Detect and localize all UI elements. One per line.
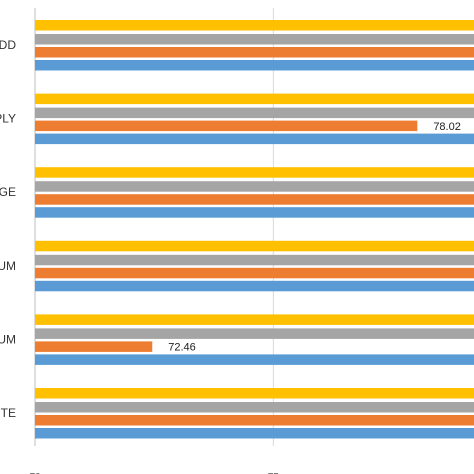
bar	[35, 328, 474, 339]
bar	[35, 34, 474, 45]
category-label: UM	[0, 259, 16, 273]
bar	[35, 167, 474, 178]
bar	[35, 341, 153, 352]
category-label: PLY	[0, 112, 16, 126]
bar	[35, 194, 474, 205]
bar	[35, 415, 474, 426]
category-label: DD	[0, 38, 16, 52]
bar	[35, 388, 474, 399]
bar	[35, 354, 474, 365]
gridlines	[34, 8, 274, 446]
bar	[35, 254, 474, 266]
bar	[35, 20, 474, 31]
data-label: 78.02	[433, 121, 461, 133]
x-tick-label: 75	[268, 472, 280, 474]
bar	[35, 314, 474, 325]
bar	[35, 267, 474, 279]
bar	[35, 47, 474, 58]
category-label: TE	[1, 406, 16, 420]
bar	[35, 181, 474, 192]
x-tick-label: 70	[29, 472, 41, 474]
category-label: GE	[0, 185, 16, 199]
bar	[35, 60, 474, 71]
bar	[35, 207, 474, 218]
bar	[35, 120, 418, 132]
bar	[35, 428, 474, 439]
bar	[35, 402, 474, 413]
category-label: UM	[0, 332, 16, 346]
bar	[35, 133, 474, 145]
bar	[35, 93, 474, 105]
category-labels: DD PLY GE UM UM TE	[0, 38, 16, 420]
bars: 89.3394.9788.7385.7594.8178.0295.8188.28…	[35, 20, 474, 439]
bar	[35, 107, 474, 119]
x-tick-labels: 707580859095100	[29, 472, 280, 474]
data-label: 72.46	[168, 342, 196, 354]
bar	[35, 240, 474, 252]
bar	[35, 280, 474, 292]
